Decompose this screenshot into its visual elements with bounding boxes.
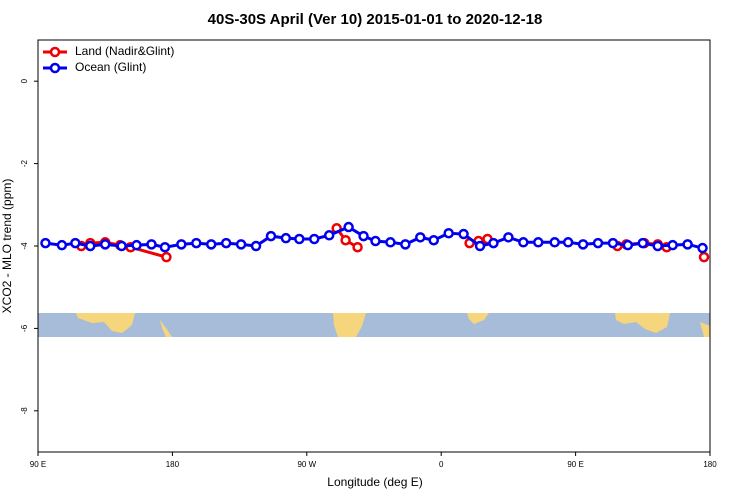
point bbox=[370, 235, 381, 247]
legend-marker bbox=[49, 46, 61, 58]
point bbox=[70, 237, 81, 249]
chart-title: 40S-30S April (Ver 10) 2015-01-01 to 202… bbox=[208, 11, 543, 28]
x-tick-label: 0 bbox=[439, 460, 444, 469]
point bbox=[191, 237, 202, 249]
point bbox=[549, 237, 560, 248]
point bbox=[352, 241, 363, 253]
point bbox=[637, 237, 649, 249]
point bbox=[518, 237, 529, 248]
point bbox=[161, 251, 172, 263]
point bbox=[667, 239, 678, 251]
x-tick-label: 90 E bbox=[567, 460, 583, 469]
point bbox=[116, 240, 127, 252]
x-axis-label: Longitude (deg E) bbox=[327, 475, 422, 489]
point bbox=[131, 239, 142, 251]
point bbox=[607, 237, 619, 249]
point bbox=[146, 239, 157, 250]
legend-marker bbox=[49, 62, 61, 74]
legend-label: Ocean (Glint) bbox=[75, 60, 146, 74]
point bbox=[698, 251, 710, 263]
point bbox=[205, 239, 217, 250]
point bbox=[562, 237, 574, 248]
point bbox=[400, 239, 411, 250]
x-tick-label: 180 bbox=[703, 460, 717, 469]
point bbox=[415, 232, 426, 243]
point bbox=[159, 241, 171, 253]
point bbox=[533, 237, 544, 248]
point bbox=[358, 230, 369, 242]
point bbox=[488, 237, 499, 249]
point bbox=[343, 221, 354, 233]
point bbox=[294, 233, 305, 245]
point bbox=[99, 239, 111, 250]
point bbox=[323, 230, 335, 241]
point bbox=[340, 234, 351, 246]
point bbox=[443, 227, 454, 239]
point bbox=[280, 232, 292, 244]
point bbox=[176, 239, 187, 250]
x-tick-label: 90 E bbox=[30, 460, 46, 469]
point bbox=[235, 239, 247, 250]
point bbox=[220, 237, 232, 249]
point bbox=[622, 239, 634, 251]
point bbox=[428, 234, 439, 246]
point bbox=[503, 232, 514, 243]
point bbox=[682, 239, 693, 250]
y-tick-label: -4 bbox=[20, 242, 29, 250]
point bbox=[265, 230, 277, 242]
point bbox=[652, 240, 663, 252]
legend-label: Land (Nadir&Glint) bbox=[75, 44, 174, 58]
point bbox=[474, 240, 486, 252]
y-axis-label: XCO2 - MLO trend (ppm) bbox=[0, 179, 14, 314]
x-tick-label: 90 W bbox=[297, 460, 316, 469]
point bbox=[592, 237, 604, 249]
y-tick-label: 0 bbox=[20, 78, 29, 83]
point bbox=[577, 239, 589, 250]
point bbox=[309, 233, 320, 245]
x-tick-label: 180 bbox=[166, 460, 180, 469]
point bbox=[40, 237, 51, 249]
point bbox=[85, 240, 96, 252]
point bbox=[697, 242, 708, 254]
y-tick-label: -6 bbox=[20, 324, 29, 332]
point bbox=[458, 228, 469, 240]
map-strip bbox=[38, 313, 710, 337]
y-tick-label: -8 bbox=[20, 407, 29, 415]
point bbox=[250, 240, 262, 252]
point bbox=[385, 237, 396, 248]
y-tick-label: -2 bbox=[20, 159, 29, 167]
point bbox=[56, 239, 68, 251]
